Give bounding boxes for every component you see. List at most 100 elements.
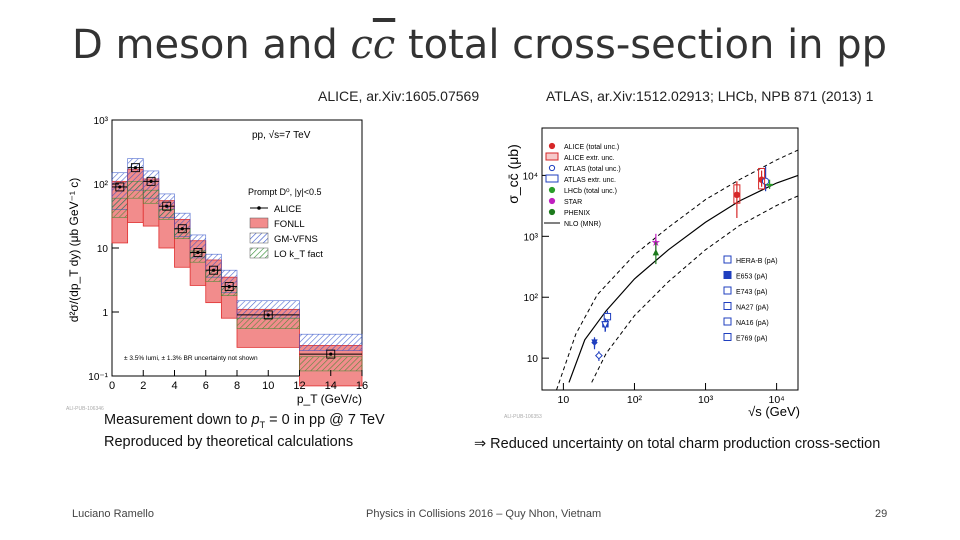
alice-syst-box	[130, 163, 140, 173]
x-tick-label: 10²	[627, 394, 643, 406]
y-tick-label: 10²	[524, 293, 539, 304]
title-suffix: total cross-section in pp	[395, 22, 888, 68]
lokt-band	[205, 269, 222, 282]
legend-marker	[548, 164, 556, 172]
legend-label: E743 (pA)	[736, 289, 768, 296]
legend-label: NLO (MNR)	[564, 221, 601, 228]
title-prefix: D meson and	[72, 22, 351, 68]
alice-syst-box	[209, 265, 219, 275]
legend-label: E653 (pA)	[736, 274, 768, 281]
y-tick-label: 10³	[524, 232, 539, 243]
caption-left-line2: Reproduced by theoretical calculations	[104, 434, 354, 450]
plot-frame-right	[541, 127, 799, 391]
alice-point	[180, 227, 184, 231]
y-axis-label: d²σ/(dp_T dy) (μb GeV⁻¹ c)	[67, 178, 81, 322]
legend-marker	[723, 317, 732, 326]
y-tick-label: 10²	[94, 180, 109, 191]
alice-syst-box	[115, 182, 125, 192]
legend-label: PHENIX	[564, 210, 590, 217]
legend-label: LHCb (total unc.)	[564, 188, 617, 195]
legend-dot-alice	[257, 206, 261, 210]
legend-swatch	[249, 247, 269, 259]
lokt-band	[299, 356, 363, 372]
legend-marker	[723, 255, 732, 264]
x-tick-label: 10⁴	[769, 394, 785, 406]
caption-left-line1: Measurement down to pT = 0 in pp @ 7 TeV	[104, 412, 385, 430]
watermark-left: ALI-PUB-106346	[66, 406, 104, 412]
alice-point	[196, 250, 200, 255]
x-tick-label: 6	[203, 380, 209, 392]
legend-marker	[548, 142, 556, 150]
point-e769	[595, 351, 603, 360]
alice-syst-box	[162, 201, 172, 211]
y-tick-label: 10⁴	[523, 171, 538, 182]
x-tick-label: 16	[356, 380, 368, 392]
alice-extr-box-7	[758, 167, 766, 190]
x-axis-label: √s (GeV)	[748, 404, 800, 419]
footer-author: Luciano Ramello	[72, 508, 154, 520]
alice-point	[211, 268, 216, 272]
alice-syst-box	[224, 282, 234, 291]
chart-d0-pt-spectrum: 0 2 4 6 8 10 12 14 16 10⁻¹ 1 10 10² 10³ p_T (GeV/c) d²σ…	[66, 116, 368, 412]
legend-label: ATLAS extr. unc.	[564, 177, 616, 184]
lokt-band	[111, 197, 128, 218]
alice-point	[149, 179, 153, 183]
title-cc: cc	[350, 22, 396, 68]
ref-atlas-lhcb: ATLAS, ar.Xiv:1512.02913; LHCb, NPB 871 …	[546, 88, 874, 104]
alice-point	[266, 313, 270, 317]
alice-point	[118, 185, 122, 189]
legend-swatch	[249, 217, 269, 229]
y-axis-label: σ_cc̄ (μb)	[505, 144, 521, 204]
x-tick-label: 4	[171, 380, 177, 392]
gmvfns-band	[299, 333, 363, 351]
annotation-energy: pp, √s=7 TeV	[252, 129, 311, 141]
lokt-band	[127, 181, 144, 199]
x-tick-label: 2	[140, 380, 146, 392]
nlo-upper-curve	[556, 149, 799, 391]
legend-label: NA16 (pA)	[736, 320, 769, 327]
x-tick-label: 0	[109, 380, 115, 392]
watermark-right: ALI-PUB-106353	[504, 414, 542, 420]
legend-label: ALICE extr. unc.	[564, 155, 615, 162]
alice-syst-box	[146, 176, 156, 186]
x-tick-label: 12	[293, 380, 305, 392]
legend-swatch	[249, 232, 269, 244]
y-tick-label: 1	[102, 308, 108, 319]
legend-marker	[723, 271, 732, 279]
alice-syst-box	[193, 248, 203, 257]
point-alice-2-76	[733, 191, 741, 199]
x-tick-label: 10³	[698, 394, 714, 406]
legend-label: FONLL	[274, 219, 305, 230]
alice-syst-box	[263, 310, 273, 320]
alice-point	[133, 166, 138, 170]
lokt-band	[158, 209, 175, 220]
alice-point	[165, 204, 169, 208]
x-tick-label: 10	[558, 394, 570, 406]
footer-page-number: 29	[875, 508, 888, 520]
x-tick-label: 10	[262, 380, 274, 392]
point-e743	[601, 321, 610, 330]
legend-label: STAR	[564, 199, 582, 206]
y-tick-label: 10	[527, 354, 539, 365]
legend-label: HERA-B (pA)	[736, 258, 778, 265]
legend-label: NA27 (pA)	[736, 305, 769, 312]
legend-label: ALICE	[274, 204, 301, 215]
legend-label: ALICE (total unc.)	[564, 144, 619, 151]
legend-marker	[723, 302, 732, 310]
legend-swatch	[545, 174, 559, 183]
legend-marker	[548, 186, 556, 194]
alice-extr-box-276	[733, 184, 741, 204]
alice-syst-box	[177, 224, 187, 234]
annotation-selection: Prompt D⁰, |y|<0.5	[248, 187, 322, 197]
legend-swatch	[545, 152, 559, 161]
legend-label: LO k_T fact	[274, 249, 323, 260]
legend-marker	[548, 208, 556, 216]
legend-marker	[723, 333, 732, 341]
slide-title: D meson and cc total cross-section in pp	[72, 22, 887, 68]
x-tick-label: 14	[325, 380, 337, 392]
legend-label: ATLAS (total unc.)	[564, 166, 621, 173]
lokt-band	[236, 317, 300, 329]
point-phenix	[652, 248, 660, 256]
y-tick-label: 10	[97, 244, 109, 255]
